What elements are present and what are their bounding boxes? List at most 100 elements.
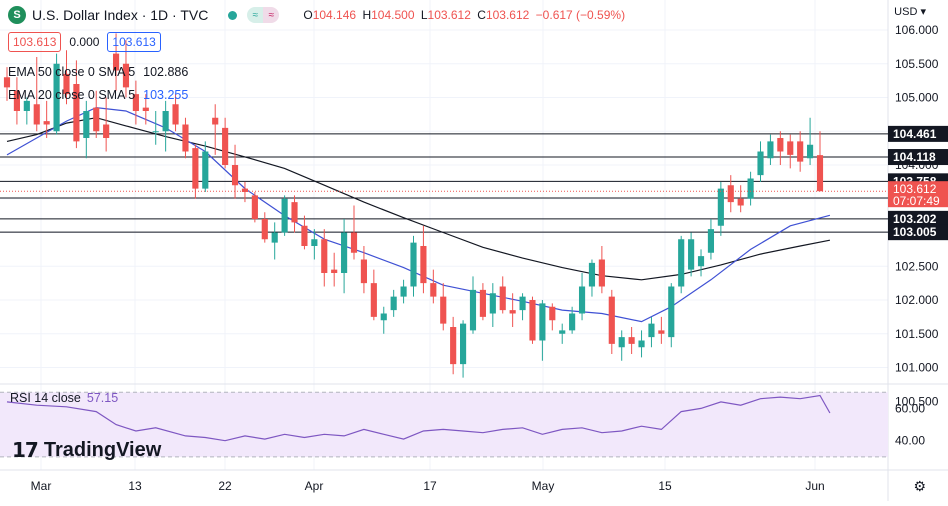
candle-body: [33, 104, 40, 125]
symbol-title[interactable]: U.S. Dollar Index · 1D · TVC: [32, 7, 209, 23]
candle: [360, 246, 368, 294]
candle-body: [737, 198, 744, 206]
gear-icon[interactable]: ⚙: [913, 478, 926, 494]
candle: [707, 219, 715, 260]
candle: [400, 279, 407, 304]
candle: [321, 229, 328, 287]
price-change-indicator: ≈ ≈: [247, 7, 280, 23]
candle-body: [271, 232, 278, 243]
candle-body: [162, 111, 169, 132]
candle-body: [816, 155, 824, 192]
chevron-down-icon: ▾: [920, 6, 926, 18]
candle: [162, 100, 169, 152]
ema50-line: [6, 117, 831, 281]
candle-body: [23, 100, 30, 111]
candle: [767, 134, 774, 165]
candle: [569, 306, 576, 334]
candle-body: [747, 178, 754, 199]
candle: [638, 330, 645, 358]
candle: [509, 293, 516, 327]
candle-body: [459, 323, 467, 365]
buy-price-box[interactable]: 103.613: [107, 32, 161, 52]
candle-body: [569, 313, 576, 331]
x-tick-label: 13: [128, 479, 142, 493]
candle: [549, 303, 556, 331]
y-tick-label: 100.500: [895, 394, 939, 408]
candle-body: [311, 239, 318, 246]
price-boxes: 103.613 0.000 103.613: [8, 32, 161, 52]
candle: [598, 246, 605, 294]
market-status-icon[interactable]: [228, 10, 238, 20]
candle: [430, 269, 437, 304]
candle-body: [727, 185, 734, 203]
x-tick-label: Mar: [31, 479, 52, 493]
candle-body: [83, 111, 90, 138]
indicator-ema50[interactable]: EMA 50 close 0 SMA 5 102.886: [8, 65, 188, 79]
rsi-band: [0, 392, 888, 457]
candle-body: [103, 124, 110, 138]
down-icon: ≈: [263, 7, 280, 23]
candle: [103, 97, 110, 152]
ohlc-low-key: L: [420, 8, 428, 22]
x-tick-label: Jun: [805, 479, 824, 493]
candle: [539, 300, 546, 361]
candle-body: [787, 141, 794, 155]
rsi-tick-label: 60.00: [895, 401, 925, 415]
candle-body: [598, 259, 605, 287]
currency-selector[interactable]: USD ▾: [894, 5, 926, 18]
candle-body: [13, 90, 20, 111]
candle-body: [668, 286, 675, 338]
candle: [142, 94, 149, 125]
candle: [231, 144, 239, 199]
tradingview-brand[interactable]: 17 TradingView: [12, 438, 161, 462]
candle-body: [678, 239, 685, 287]
candle: [688, 232, 695, 277]
candle-body: [469, 289, 477, 331]
candle: [152, 111, 159, 145]
candle-body: [648, 323, 655, 338]
candle: [192, 144, 199, 199]
candle-body: [53, 63, 60, 132]
y-tick-label: 105.500: [895, 57, 939, 71]
indicator-ema20[interactable]: EMA 20 close 0 SMA 5 103.255: [8, 88, 188, 102]
candle-body: [93, 107, 100, 132]
candle-body: [638, 340, 645, 348]
candle-body: [489, 293, 496, 314]
candle: [241, 181, 249, 203]
x-tick-label: May: [532, 479, 555, 493]
rsi-legend[interactable]: RSI 14 close 57.15: [10, 391, 118, 405]
candle: [648, 316, 655, 348]
candle: [261, 212, 268, 243]
candle-body: [479, 289, 486, 317]
candle: [410, 235, 417, 297]
candle: [222, 117, 229, 169]
y-tick-label: 102.500: [895, 259, 939, 273]
candle: [331, 252, 338, 287]
candle-body: [519, 296, 526, 311]
candle: [737, 185, 744, 213]
candle: [717, 181, 724, 236]
level-label: 103.005: [893, 225, 937, 239]
level-label-bg: [888, 149, 948, 166]
candle-body: [539, 303, 546, 341]
candle: [202, 141, 209, 192]
candle: [122, 40, 130, 98]
candle: [588, 259, 596, 297]
candle-body: [132, 94, 139, 111]
sell-price-box[interactable]: 103.613: [8, 32, 62, 52]
ohlc-low: 103.612: [427, 8, 471, 22]
candle-body: [688, 239, 695, 270]
candle-body: [301, 225, 308, 246]
candle: [23, 97, 30, 125]
candle: [668, 283, 675, 348]
candle: [697, 249, 705, 277]
candle-body: [529, 300, 536, 341]
candle: [53, 53, 60, 135]
candle: [420, 225, 427, 294]
candle: [807, 117, 814, 165]
x-tick-label: 22: [218, 479, 232, 493]
up-icon: ≈: [247, 7, 264, 23]
ohlc-values: O104.146 H104.500 L103.612 C103.612 −0.6…: [303, 8, 628, 22]
